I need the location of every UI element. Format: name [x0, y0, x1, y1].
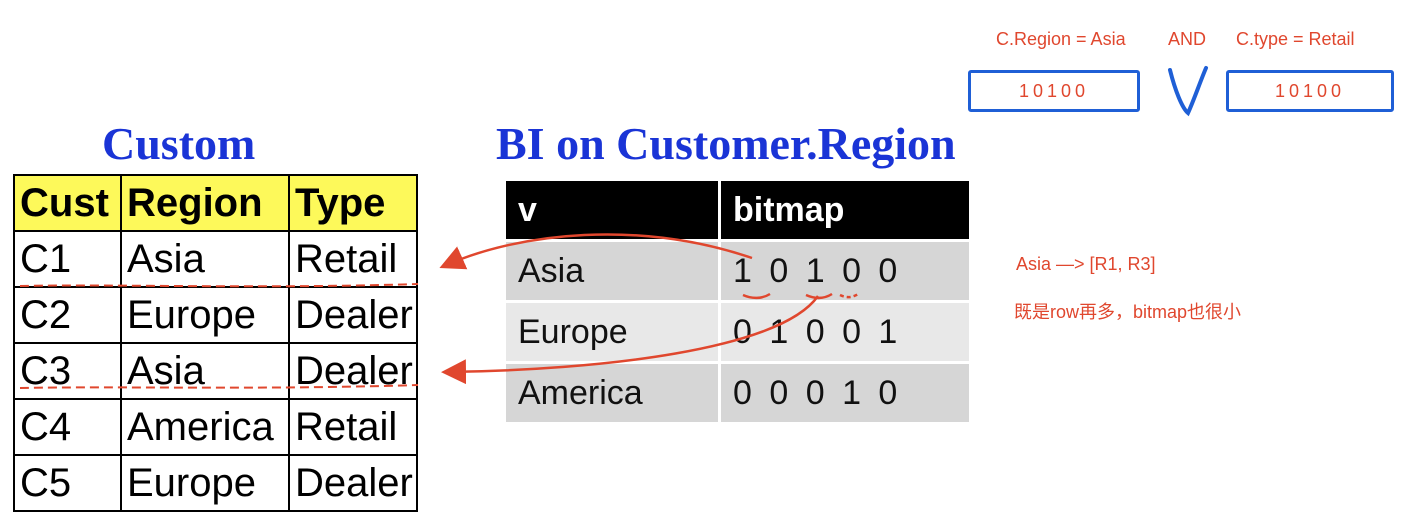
- cell-cust: C2: [13, 286, 122, 344]
- cell-cust: C3: [13, 342, 122, 400]
- header-type: Type: [288, 174, 418, 232]
- cell-bitmap: 1 0 1 0 0: [721, 242, 969, 300]
- or-symbol: [1168, 66, 1208, 117]
- table-row: America 0 0 0 1 0: [506, 364, 969, 422]
- underline-bit-3: [805, 292, 833, 300]
- asia-rows-note: Asia —> [R1, R3]: [1016, 254, 1156, 274]
- cell-bitmap: 0 0 0 1 0: [721, 364, 969, 422]
- cell-region: Asia: [120, 342, 290, 400]
- cell-cust: C4: [13, 398, 122, 456]
- cell-type: Retail: [288, 398, 418, 456]
- cell-region: Europe: [120, 286, 290, 344]
- bitmap-small-note: 既是row再多，bitmap也很小: [1014, 302, 1242, 322]
- type-bitmap-box: 10100: [1226, 70, 1394, 112]
- cell-value: Asia: [506, 242, 718, 300]
- underline-bit-4: [839, 292, 859, 299]
- arrow-to-c3: [441, 295, 820, 385]
- header-cust: Cust: [13, 174, 122, 232]
- cell-value: America: [506, 364, 718, 422]
- header-v: v: [506, 181, 718, 239]
- bitmap-index-table: v bitmap Asia 1 0 1 0 0 Europe 0 1 0 0 1…: [503, 178, 972, 425]
- arrow-to-c1: [439, 233, 753, 270]
- cell-region: Asia: [120, 230, 290, 288]
- cell-region: Europe: [120, 454, 290, 512]
- cell-cust: C5: [13, 454, 122, 512]
- cell-type: Dealer: [288, 454, 418, 512]
- cell-type: Dealer: [288, 286, 418, 344]
- cell-region: America: [120, 398, 290, 456]
- cell-type: Retail: [288, 230, 418, 288]
- table-row: C2 Europe Dealer: [13, 286, 418, 344]
- bitmap-index-title: BI on Customer.Region: [496, 118, 956, 169]
- table-row: C5 Europe Dealer: [13, 454, 418, 512]
- condition-region-label: C.Region = Asia: [996, 29, 1126, 49]
- underline-c1-row: [19, 283, 419, 288]
- customer-table: Cust Region Type C1 Asia Retail C2 Europ…: [13, 174, 418, 512]
- cell-type: Dealer: [288, 342, 418, 400]
- table-row: C3 Asia Dealer: [13, 342, 418, 400]
- table-row: C4 America Retail: [13, 398, 418, 456]
- header-region: Region: [120, 174, 290, 232]
- header-bitmap: bitmap: [721, 181, 969, 239]
- condition-type-label: C.type = Retail: [1236, 29, 1355, 49]
- underline-c3-row: [19, 384, 419, 389]
- cell-value: Europe: [506, 303, 718, 361]
- customer-header-row: Cust Region Type: [13, 174, 418, 232]
- condition-and-label: AND: [1168, 29, 1207, 49]
- region-bitmap-box: 10100: [968, 70, 1140, 112]
- underline-bit-1: [742, 292, 771, 300]
- customer-table-title: Custom: [102, 118, 256, 169]
- table-row: Asia 1 0 1 0 0: [506, 242, 969, 300]
- bitmap-header-row: v bitmap: [506, 181, 969, 239]
